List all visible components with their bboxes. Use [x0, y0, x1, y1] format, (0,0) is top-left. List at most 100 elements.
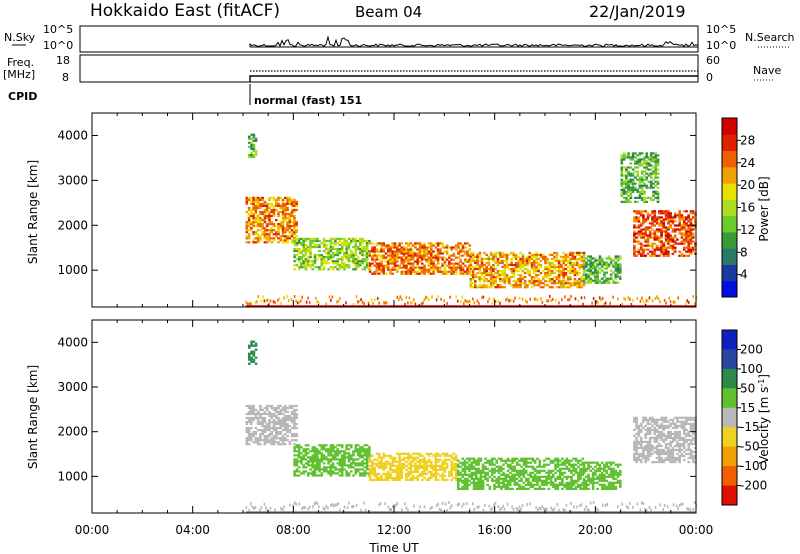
cell-velocity: [416, 474, 419, 477]
cell-velocity: [572, 457, 575, 460]
cell-velocity: [472, 465, 476, 468]
cell-power: [640, 198, 644, 201]
cell-power: [275, 233, 278, 236]
cell-velocity: [459, 473, 462, 476]
cell-power: [363, 239, 367, 243]
cell-power: [471, 257, 475, 260]
cell-power: [423, 268, 426, 271]
cell-velocity: [248, 344, 251, 347]
cell-velocity: [279, 439, 283, 442]
cell-velocity: [475, 483, 478, 486]
cell-velocity: [500, 473, 503, 476]
cell-power: [607, 281, 611, 284]
cell-power: [564, 253, 568, 256]
cell-power: [503, 274, 507, 277]
cell-power: [411, 268, 415, 271]
cell-power: [416, 262, 419, 265]
cell-velocity: [286, 416, 289, 420]
cell-velocity: [556, 465, 560, 468]
cell-power: [416, 272, 419, 275]
cell-velocity: [529, 481, 532, 484]
cell-power: [562, 286, 565, 289]
cell-power: [354, 264, 358, 267]
cell-velocity: [540, 465, 544, 468]
cell-velocity: [662, 424, 666, 427]
cell-velocity: [582, 485, 586, 488]
cell-power: [270, 241, 273, 244]
cell-power: [365, 258, 369, 261]
cell-velocity: [356, 448, 360, 451]
cell-power: [340, 237, 344, 240]
ground-cell: [647, 299, 649, 303]
cell-velocity: [524, 465, 528, 468]
cell-velocity: [277, 406, 280, 410]
cell-power: [436, 250, 440, 253]
cell-power: [300, 264, 303, 267]
cell-velocity: [497, 477, 501, 480]
cell-power: [322, 239, 326, 243]
cell-power: [423, 242, 426, 245]
cell-power: [345, 245, 348, 249]
cell-velocity: [644, 428, 647, 431]
cell-power: [340, 243, 344, 247]
cell-velocity: [655, 436, 659, 439]
cell-velocity: [633, 434, 636, 437]
cell-velocity: [354, 462, 358, 465]
cell-power: [309, 239, 312, 243]
cell-power: [649, 180, 653, 183]
cell-velocity: [340, 444, 344, 447]
cell-velocity: [329, 450, 333, 453]
cell-power: [420, 262, 424, 265]
cell-power: [649, 198, 653, 201]
cell-power: [334, 241, 337, 245]
cell-power: [652, 190, 655, 193]
cell-power: [605, 263, 608, 266]
cell-power: [555, 251, 559, 254]
cell-power: [380, 260, 383, 263]
cell-power: [427, 252, 431, 255]
cell-power: [664, 238, 668, 241]
cell-velocity: [425, 466, 429, 469]
cell-power: [331, 256, 335, 259]
cell-velocity: [582, 463, 586, 466]
cell-velocity: [633, 452, 636, 456]
cell-power: [361, 237, 364, 240]
cell-power: [316, 239, 319, 243]
cell-power: [627, 174, 630, 177]
cell-velocity: [648, 426, 652, 429]
cell-power: [457, 244, 460, 247]
cell-power: [448, 260, 451, 263]
cell-velocity: [655, 452, 659, 456]
cell-velocity: [664, 436, 668, 439]
cell-power: [286, 229, 289, 232]
cell-velocity: [461, 457, 464, 460]
ground-cell: [583, 296, 586, 300]
cell-velocity: [352, 474, 355, 477]
cell-power: [247, 208, 251, 212]
cell-velocity: [660, 436, 663, 439]
cell-velocity: [509, 459, 512, 462]
cell-power: [302, 254, 305, 257]
cell-power: [656, 158, 660, 161]
cell-velocity: [254, 433, 258, 436]
cell-power: [519, 259, 522, 262]
cell-velocity: [612, 475, 615, 478]
cell-power: [331, 245, 335, 249]
cell-velocity: [651, 420, 654, 423]
cell-power: [582, 279, 586, 282]
cell-power: [320, 260, 324, 263]
cell-power: [671, 238, 675, 241]
cell-power: [643, 156, 646, 159]
cell-power: [635, 236, 638, 239]
cell-power: [423, 270, 426, 273]
cell-power: [680, 234, 684, 237]
cell-power: [646, 252, 650, 255]
cell-velocity: [293, 470, 296, 473]
cell-velocity: [290, 435, 294, 438]
cell-power: [485, 253, 488, 256]
cell-power: [252, 145, 256, 148]
cell-velocity: [500, 469, 503, 472]
cell-power: [560, 280, 563, 283]
cell-power: [496, 270, 500, 273]
cell-velocity: [527, 477, 530, 480]
